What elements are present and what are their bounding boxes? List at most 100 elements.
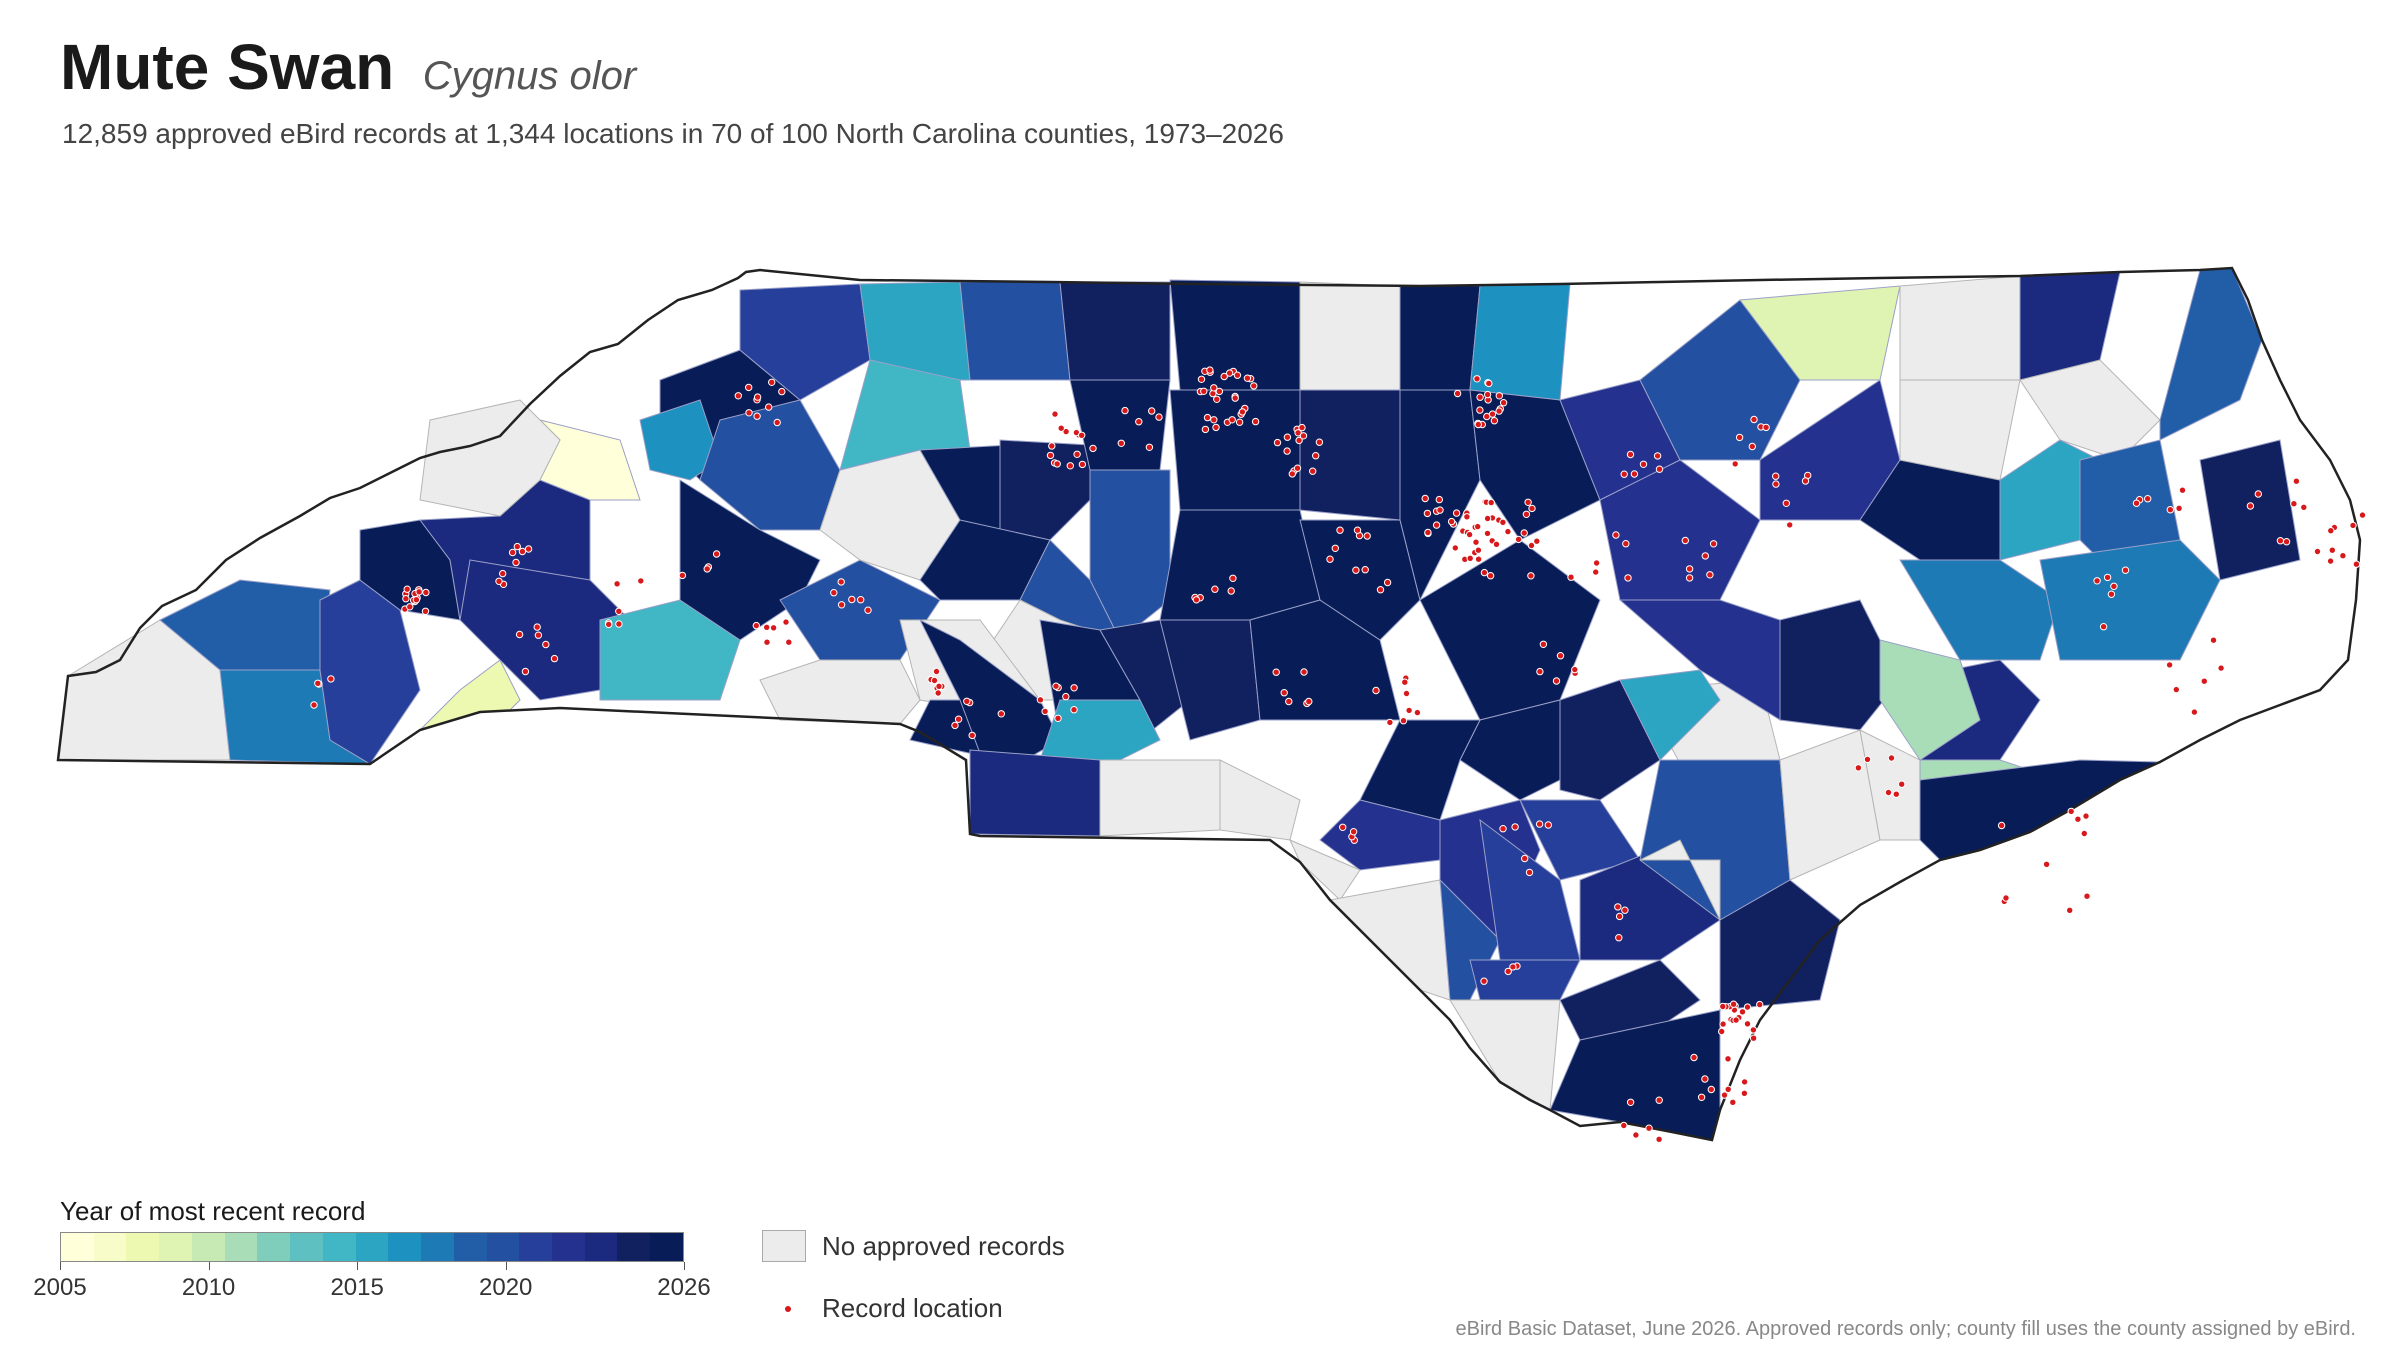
- record-location-point: [1331, 544, 1340, 552]
- record-location-point: [2254, 490, 2263, 498]
- record-location-point: [1051, 410, 1059, 418]
- record-location-point: [1525, 868, 1534, 877]
- record-location-point: [1283, 447, 1291, 455]
- record-location-point: [678, 571, 687, 580]
- record-location-point: [1220, 372, 1228, 381]
- ramp-step: [224, 1233, 258, 1261]
- record-location-point: [1528, 504, 1536, 513]
- record-location-point: [2103, 573, 2112, 582]
- record-location-point: [513, 542, 521, 551]
- record-location-point: [1401, 678, 1409, 686]
- record-location-point: [1052, 682, 1060, 690]
- ramp-step: [584, 1233, 618, 1261]
- record-location-point: [1474, 546, 1483, 554]
- record-location-point: [1483, 529, 1492, 538]
- record-location-point: [1466, 554, 1474, 562]
- record-location-point: [1295, 436, 1303, 445]
- record-location-point: [1622, 540, 1630, 548]
- record-location-point: [753, 393, 762, 401]
- map-subtitle: 12,859 approved eBird records at 1,344 l…: [62, 118, 1284, 149]
- record-location-point: [1336, 526, 1344, 534]
- record-location-point: [1653, 452, 1662, 460]
- county-shape: [1639, 839, 1721, 921]
- record-location-point: [1062, 427, 1070, 436]
- record-location-point: [1339, 823, 1347, 831]
- record-location-point: [1272, 668, 1280, 676]
- record-location-point: [1036, 696, 1045, 704]
- record-location-point: [615, 607, 623, 615]
- record-location-point: [1473, 375, 1481, 383]
- record-location-point: [1536, 667, 1544, 676]
- record-location-point: [1203, 413, 1212, 422]
- record-location-point: [1772, 472, 1780, 480]
- county-shape: [1619, 669, 1721, 761]
- record-location-point: [2326, 557, 2335, 565]
- record-location-point: [745, 383, 753, 392]
- ramp-step: [552, 1233, 585, 1261]
- record-location-point: [1621, 906, 1629, 914]
- record-location-point: [402, 595, 410, 603]
- county-shape: [2019, 359, 2161, 461]
- record-location-point: [533, 623, 541, 631]
- record-location-point: [752, 621, 760, 630]
- record-location-point: [848, 595, 856, 604]
- county-shape: [1059, 281, 1171, 381]
- legend-tick-label: 2005: [33, 1274, 87, 1301]
- ramp-step: [486, 1233, 520, 1261]
- ramp-step: [355, 1233, 389, 1261]
- record-location-point: [422, 588, 430, 597]
- record-location-point: [2352, 560, 2361, 568]
- record-location-point: [1155, 413, 1163, 421]
- county-shape: [459, 559, 641, 701]
- record-location-point: [1738, 1008, 1747, 1016]
- state-outline: [56, 266, 2362, 1142]
- record-location-point: [1729, 1098, 1737, 1107]
- record-location-point: [1756, 1000, 1764, 1009]
- record-location-point: [1305, 697, 1313, 706]
- record-location-point: [1436, 506, 1444, 514]
- record-location-point: [1227, 587, 1235, 595]
- record-location-point: [2217, 664, 2225, 672]
- record-location-point: [1299, 432, 1308, 440]
- record-location-point: [605, 620, 613, 629]
- record-location-point: [1046, 451, 1055, 460]
- county-shape: [1089, 469, 1171, 641]
- record-location-point: [1135, 418, 1143, 426]
- record-location-point: [1567, 573, 1575, 581]
- record-location-point: [2209, 636, 2218, 644]
- legend-tick-mark: [684, 1262, 685, 1270]
- record-location-point: [2349, 521, 2357, 530]
- record-location-point: [1707, 1085, 1716, 1094]
- record-location-point: [1447, 517, 1456, 526]
- legend-title: Year of most recent record: [60, 1196, 366, 1226]
- record-location-point: [1490, 417, 1499, 425]
- record-location-point: [1352, 566, 1360, 574]
- record-location-point: [1453, 389, 1462, 398]
- record-location-point: [1386, 718, 1394, 727]
- record-location-point: [1724, 1085, 1732, 1094]
- record-location-point: [1121, 406, 1129, 415]
- record-location-point: [763, 638, 771, 646]
- record-location-point: [1499, 825, 1507, 833]
- record-location-point: [765, 403, 773, 411]
- county-shape: [2019, 271, 2121, 381]
- record-location-point: [1192, 596, 1201, 604]
- record-location-point: [1740, 1078, 1749, 1086]
- record-location-point: [1495, 392, 1504, 400]
- record-location-point: [1786, 521, 1794, 529]
- record-location-point: [1719, 1002, 1727, 1011]
- record-location-point: [864, 606, 872, 614]
- record-location-point: [1243, 374, 1252, 382]
- record-location-point: [934, 689, 942, 697]
- record-location-point: [1701, 1075, 1709, 1083]
- nc-county-map: [56, 266, 2367, 1144]
- record-location-point: [1511, 823, 1519, 831]
- record-location-point: [2074, 815, 2082, 823]
- record-location-point: [2110, 582, 2118, 590]
- record-location-point: [997, 710, 1005, 718]
- record-location-point: [499, 569, 507, 578]
- record-location-point: [1492, 540, 1501, 548]
- county-shape: [1419, 539, 1601, 721]
- record-location-point: [1300, 668, 1308, 676]
- record-location-point: [753, 412, 761, 420]
